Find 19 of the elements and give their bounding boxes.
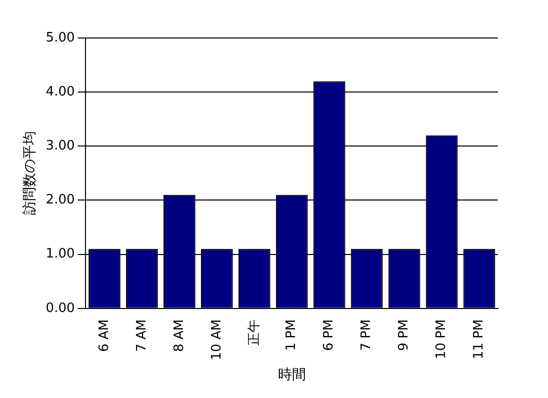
x-axis-title: 時間	[278, 367, 306, 384]
x-tick-label: 1 PM	[284, 319, 300, 351]
x-tick-label: 6 PM	[322, 319, 337, 351]
x-tick-label: 10 PM	[434, 319, 450, 360]
x-tick-label: 6 AM	[96, 319, 112, 352]
x-tick-label: 9 PM	[396, 319, 412, 351]
y-tick-label: 4.00	[46, 84, 75, 100]
x-tick-label: 8 AM	[172, 319, 187, 352]
y-tick-label: 2.00	[46, 192, 75, 208]
x-tick-label: 7 PM	[359, 319, 374, 351]
x-tick-label: 正午	[246, 319, 262, 346]
x-tick-label: 10 AM	[209, 319, 224, 360]
x-tick-label: 7 AM	[134, 319, 150, 352]
y-tick-label: 3.00	[46, 138, 75, 154]
y-axis-title: 訪問数の平均	[22, 131, 38, 216]
y-tick-label: 5.00	[46, 30, 75, 46]
x-tick-label: 11 PM	[472, 319, 487, 360]
y-tick-label: 1.00	[46, 246, 75, 262]
y-tick-label: 0.00	[46, 300, 75, 316]
